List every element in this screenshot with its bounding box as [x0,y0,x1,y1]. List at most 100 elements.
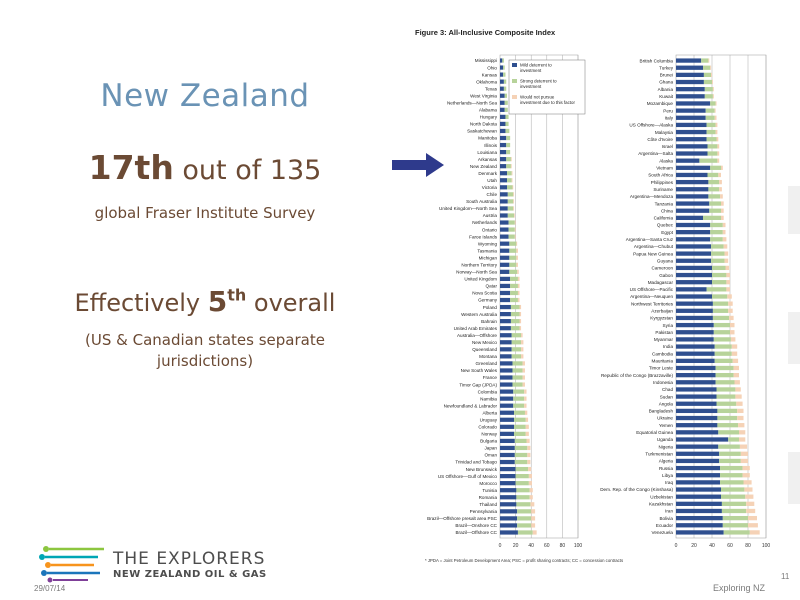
bar-segment [676,351,715,356]
category-label: Alabama [479,108,498,113]
bar-segment [500,403,514,408]
bar-segment [524,410,528,415]
bar-segment [710,237,723,242]
bar-segment [746,501,755,506]
bar-segment [502,58,504,63]
bar-segment [500,192,508,197]
bar-segment [712,94,714,99]
category-label: Iran [665,509,673,514]
bar-segment [500,227,509,232]
bar-segment [715,380,735,385]
bar-segment [514,417,526,422]
bar-segment [512,368,523,373]
bar-segment [676,129,707,135]
bar-segment [721,201,724,206]
bar-segment [508,220,515,225]
bar-segment [509,248,517,253]
bar-segment [676,287,707,292]
category-label: Bulgaria [480,439,497,444]
legend-label-cont: investment due to this factor [520,100,575,105]
category-label: Manitoba [478,136,497,141]
category-label: North Dakota [470,122,498,127]
category-label: Montana [479,354,497,359]
bar-segment [500,171,508,176]
bar-segment [522,368,525,373]
bar-segment [517,297,520,303]
bar-segment [514,424,526,429]
bar-segment [525,417,529,422]
bar-segment [512,382,523,387]
category-label: Suriname [653,187,673,192]
bar-segment [676,515,723,521]
bar-segment [511,333,522,338]
bar-segment [516,495,530,500]
category-label: Ecuador [656,523,674,528]
bar-segment [500,474,516,479]
bar-segment [710,165,721,170]
bar-segment [500,431,515,436]
category-label: Namibia [480,396,497,401]
bar-segment [676,430,719,435]
category-label: Hungary [480,115,498,120]
jurisdiction-note: (US & Canadian states separate jurisdict… [60,330,350,372]
x-tick-label: 80 [745,543,751,549]
bar-segment [729,315,734,321]
bar-segment [676,394,717,399]
category-label: Thailand [479,502,497,507]
bar-segment [500,326,511,331]
bar-segment [500,255,510,260]
bar-segment [508,227,515,232]
bar-segment [676,58,702,63]
bar-segment [703,215,721,221]
category-label: Madagascar [648,280,674,285]
bar-segment [505,121,509,127]
bar-segment [509,269,518,274]
bar-segment [500,79,504,84]
bar-segment [676,401,717,406]
bar-segment [676,137,707,142]
category-label: Colorado [478,425,497,430]
bar-segment [676,465,721,471]
category-label: United Kingdom—North Sea [439,206,497,211]
bar-segment [512,375,523,380]
category-label: Oklahoma [476,79,497,84]
bar-segment [733,365,739,371]
bar-segment [730,330,735,335]
category-label: California [654,216,674,221]
bar-segment [712,265,726,271]
category-label: US Offshore—Gulf of Mexico [438,474,498,479]
bar-segment [676,473,721,478]
bar-segment [717,151,720,156]
category-label: Greenland [476,361,498,366]
bar-segment [500,488,517,493]
category-label: Alberta [482,410,497,415]
category-label: Argentina—Mendoza [630,194,674,199]
bar-segment [711,251,725,256]
category-label: Trinidad and Tobago [455,460,497,465]
bar-segment [712,308,729,313]
bar-segment [676,480,721,485]
category-label: Sudan [660,394,674,399]
bar-segment [524,403,527,408]
bar-segment [748,515,757,521]
bar-segment [676,530,724,535]
bar-segment [510,164,512,169]
bar-segment [517,523,532,528]
bar-segment [712,315,730,321]
page-number: 11 [781,572,790,581]
category-label: Azerbaijan [651,308,673,313]
bar-segment [723,530,750,535]
effective-digit: 5 [207,285,228,318]
effective-number: 5th [208,285,247,318]
bar-segment [719,179,722,185]
category-label: Tasmania [477,248,497,253]
bar-segment [528,474,532,479]
x-tick-label: 20 [513,543,519,549]
category-label: Russia [659,466,673,471]
category-label: Algeria [659,459,674,464]
category-label: Kansas [482,72,498,77]
bar-segment [676,115,706,120]
bar-segment [708,194,721,199]
effective-prefix: Effectively [74,289,208,317]
bar-segment [500,410,515,415]
